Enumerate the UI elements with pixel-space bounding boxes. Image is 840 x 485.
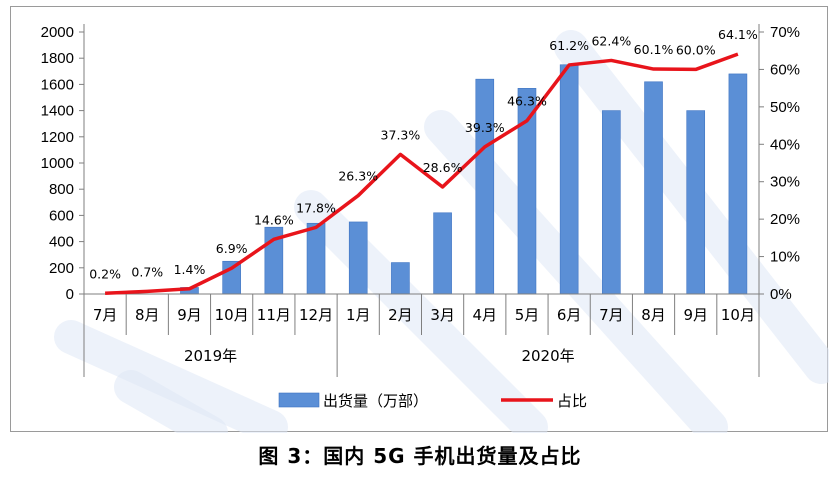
x-tick-label: 6月 (557, 306, 582, 324)
x-tick-label: 5月 (515, 306, 540, 324)
data-label: 14.6% (254, 212, 294, 227)
data-label: 28.6% (423, 160, 463, 175)
left-tick-label: 200 (49, 260, 74, 277)
left-tick-label: 1000 (41, 155, 74, 172)
watermark-stroke (54, 320, 288, 433)
watermark-stroke (114, 370, 228, 433)
bar-11 (559, 64, 579, 295)
bar-6 (348, 221, 368, 295)
left-tick-label: 1400 (41, 103, 74, 120)
right-tick-label: 50% (770, 99, 800, 116)
data-label: 6.9% (216, 241, 248, 256)
bar-series (180, 64, 748, 295)
year-label: 2020年 (521, 347, 574, 365)
x-tick-label: 9月 (683, 306, 708, 324)
x-tick-label: 8月 (641, 306, 666, 324)
bar-8 (433, 212, 452, 295)
x-tick-label: 10月 (215, 306, 249, 324)
figure-caption: 图 3：国内 5G 手机出货量及占比 (258, 444, 582, 468)
axes: 0 200 400 600 800 1000 1200 1400 1600 1800 2000 0% 1… (41, 24, 800, 377)
x-tick-label: 7月 (93, 306, 118, 324)
data-label: 17.8% (296, 200, 336, 215)
x-tick-label: 12月 (299, 306, 333, 324)
chart-frame: 0 200 400 600 800 1000 1200 1400 1600 1800 2000 0% 1… (10, 6, 829, 433)
year-label: 2019年 (184, 347, 237, 365)
bar-12 (602, 110, 621, 295)
legend: 出货量（万部） 占比 (278, 392, 587, 410)
bar-14 (686, 110, 706, 295)
data-label: 37.3% (381, 127, 421, 142)
line-path (105, 52, 739, 295)
right-tick-label: 0% (770, 286, 792, 303)
data-label: 62.4% (591, 33, 631, 48)
x-tick-label: 4月 (473, 306, 498, 324)
data-label: 61.2% (549, 38, 589, 53)
data-label: 60.1% (634, 42, 674, 57)
legend-label-line: 占比 (557, 392, 587, 410)
data-label: 64.1% (718, 27, 758, 42)
chart-svg: 0 200 400 600 800 1000 1200 1400 1600 1800 2000 0% 1… (41, 24, 829, 433)
x-tick-label: 3月 (430, 306, 455, 324)
right-tick-label: 20% (770, 211, 800, 228)
data-label: 0.7% (131, 264, 163, 279)
x-tick-label: 10月 (721, 306, 755, 324)
data-label: 60.0% (676, 42, 716, 57)
data-label: 39.3% (465, 120, 505, 135)
right-tick-label: 40% (770, 136, 800, 153)
x-tick-label: 9月 (177, 306, 202, 324)
line-series: 0.2% 0.7% 1.4% 6.9% 14.6%17.8% 26.3% 37.3% 28.6… (89, 27, 758, 295)
left-tick-label: 1600 (41, 76, 74, 93)
left-tick-label: 2000 (41, 24, 74, 41)
legend-label-bar: 出货量（万部） (323, 392, 428, 410)
left-tick-label: 800 (49, 181, 74, 198)
x-tick-label: 11月 (257, 306, 291, 324)
left-tick-label: 1200 (41, 129, 74, 146)
data-label: 46.3% (507, 94, 547, 109)
x-tick-label: 1月 (346, 306, 371, 324)
data-label: 1.4% (174, 262, 206, 277)
right-tick-label: 30% (770, 174, 800, 191)
bar-13 (644, 81, 663, 295)
right-tick-label: 70% (770, 24, 800, 41)
left-tick-label: 1800 (41, 50, 74, 67)
right-tick-label: 10% (770, 249, 800, 266)
x-tick-label: 7月 (599, 306, 624, 324)
x-tick-label: 2月 (388, 306, 413, 324)
bar-15 (728, 73, 748, 295)
right-tick-label: 60% (770, 61, 800, 78)
left-tick-label: 600 (49, 207, 74, 224)
x-tick-label: 8月 (135, 306, 160, 324)
legend-swatch-bar (278, 392, 320, 408)
data-label: 0.2% (89, 266, 121, 281)
data-label: 26.3% (338, 169, 378, 184)
left-tick-label: 400 (49, 234, 74, 251)
bar-7 (391, 262, 410, 295)
bar-9 (475, 78, 495, 295)
bar-5 (306, 222, 326, 295)
left-tick-label: 0 (66, 286, 74, 303)
